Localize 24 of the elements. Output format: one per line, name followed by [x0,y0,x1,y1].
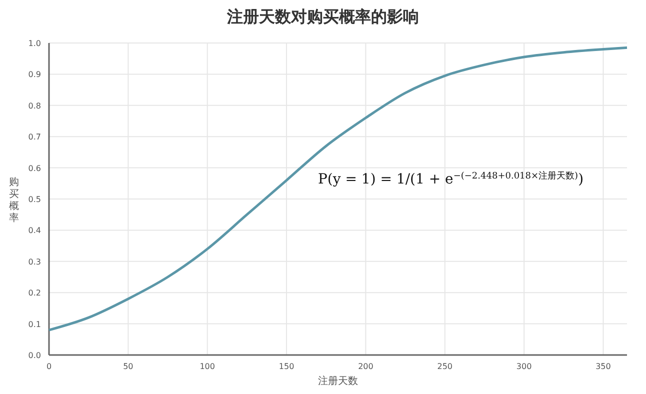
y-axis-title: 购买概率 [9,177,19,224]
line-series [48,46,628,332]
y-tick-label: 0.7 [28,132,41,142]
x-tick-label: 250 [437,362,453,371]
y-tick-label: 1.0 [28,39,41,48]
y-tick-label: 0.5 [28,195,41,204]
y-tick-label: 0.9 [28,70,41,80]
y-tick-label: 0.6 [28,164,41,173]
y-tick-label: 0.4 [28,226,41,236]
y-tick-label: 0.0 [28,351,41,360]
y-tick-label: 0.2 [28,288,41,298]
x-axis-title: 注册天数 [318,375,358,387]
x-tick-label: 150 [278,362,294,371]
x-tick-label: 200 [358,362,374,371]
y-tick-label: 0.3 [28,257,41,266]
x-tick-label: 100 [200,362,215,371]
x-tick-label: 300 [516,362,532,371]
x-tick-label: 350 [596,362,611,371]
annotation: P(y = 1) = 1/(1 + e$^{−(−2.448+0.018×注册天数)}$) [318,170,584,188]
y-tick-label: 0.8 [28,101,41,110]
y-tick-label: 0.1 [28,320,41,329]
chart-title: 注册天数对购买概率的影响 [226,7,419,26]
x-tick-label: 50 [123,362,134,371]
x-tick-label: 0 [46,362,52,371]
